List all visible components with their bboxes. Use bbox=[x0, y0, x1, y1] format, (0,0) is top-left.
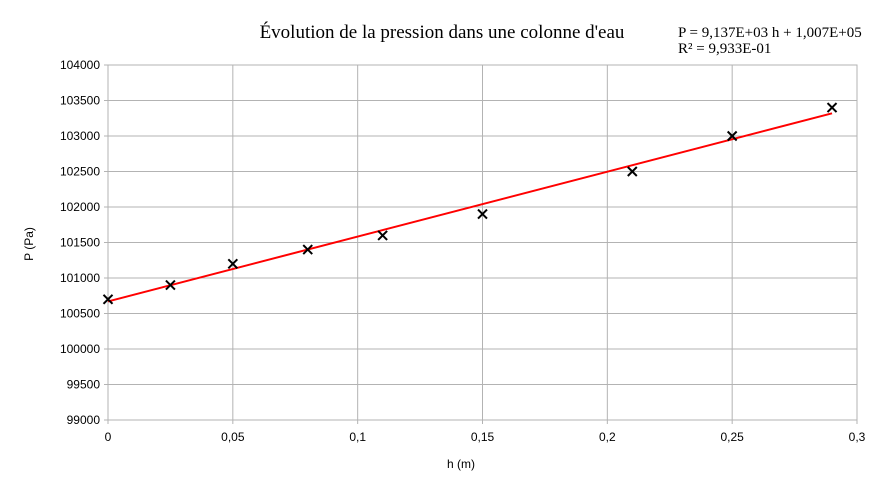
data-point bbox=[477, 208, 488, 220]
trendline-equation: P = 9,137E+03 h + 1,007E+05 bbox=[678, 25, 862, 41]
y-tick-label: 101500 bbox=[60, 236, 100, 250]
data-point-stroke bbox=[165, 279, 176, 291]
y-tick-label: 102000 bbox=[60, 200, 100, 214]
data-point-stroke bbox=[377, 230, 388, 241]
y-tick-label: 103500 bbox=[60, 94, 100, 108]
data-point bbox=[102, 294, 114, 305]
x-tick-label: 0,15 bbox=[471, 430, 495, 444]
data-point-stroke bbox=[477, 208, 488, 220]
data-point bbox=[627, 166, 638, 177]
data-point bbox=[377, 230, 388, 241]
y-tick-label: 103000 bbox=[60, 129, 100, 143]
y-tick-label: 100500 bbox=[60, 307, 100, 321]
data-point-stroke bbox=[726, 130, 738, 142]
data-point-stroke bbox=[302, 244, 313, 255]
y-tick-label: 99500 bbox=[67, 378, 101, 392]
axis-ticks: 99000 99500 100000 100500 101000 101500 102000… bbox=[60, 58, 866, 444]
x-tick-label: 0,3 bbox=[849, 430, 866, 444]
x-tick-label: 0,25 bbox=[720, 430, 744, 444]
data-point bbox=[227, 258, 239, 270]
y-tick-label: 104000 bbox=[60, 58, 100, 72]
y-tick-label: 99000 bbox=[67, 413, 101, 427]
y-tick-label: 102500 bbox=[60, 165, 100, 179]
data-point bbox=[165, 279, 176, 291]
x-axis-label: h (m) bbox=[447, 457, 475, 471]
chart-title: Évolution de la pression dans une colonn… bbox=[260, 21, 625, 43]
data-point-stroke bbox=[227, 258, 239, 270]
x-tick-label: 0 bbox=[105, 430, 112, 444]
grid bbox=[107, 64, 858, 421]
trendline bbox=[107, 112, 833, 303]
y-tick-label: 101000 bbox=[60, 271, 100, 285]
x-tick-label: 0,05 bbox=[221, 430, 245, 444]
y-axis-label: P (Pa) bbox=[22, 227, 36, 261]
data-point-stroke bbox=[826, 102, 838, 113]
x-tick-label: 0,2 bbox=[599, 430, 616, 444]
y-tick-label: 100000 bbox=[60, 342, 100, 356]
data-point bbox=[726, 130, 738, 142]
data-point bbox=[302, 244, 313, 255]
data-point-stroke bbox=[102, 294, 114, 305]
data-point bbox=[826, 102, 838, 113]
data-point-stroke bbox=[627, 166, 638, 177]
data-points bbox=[102, 102, 838, 305]
trendline-r-squared: R² = 9,933E-01 bbox=[678, 41, 771, 57]
trendline-layer bbox=[107, 112, 833, 303]
x-tick-label: 0,1 bbox=[349, 430, 366, 444]
